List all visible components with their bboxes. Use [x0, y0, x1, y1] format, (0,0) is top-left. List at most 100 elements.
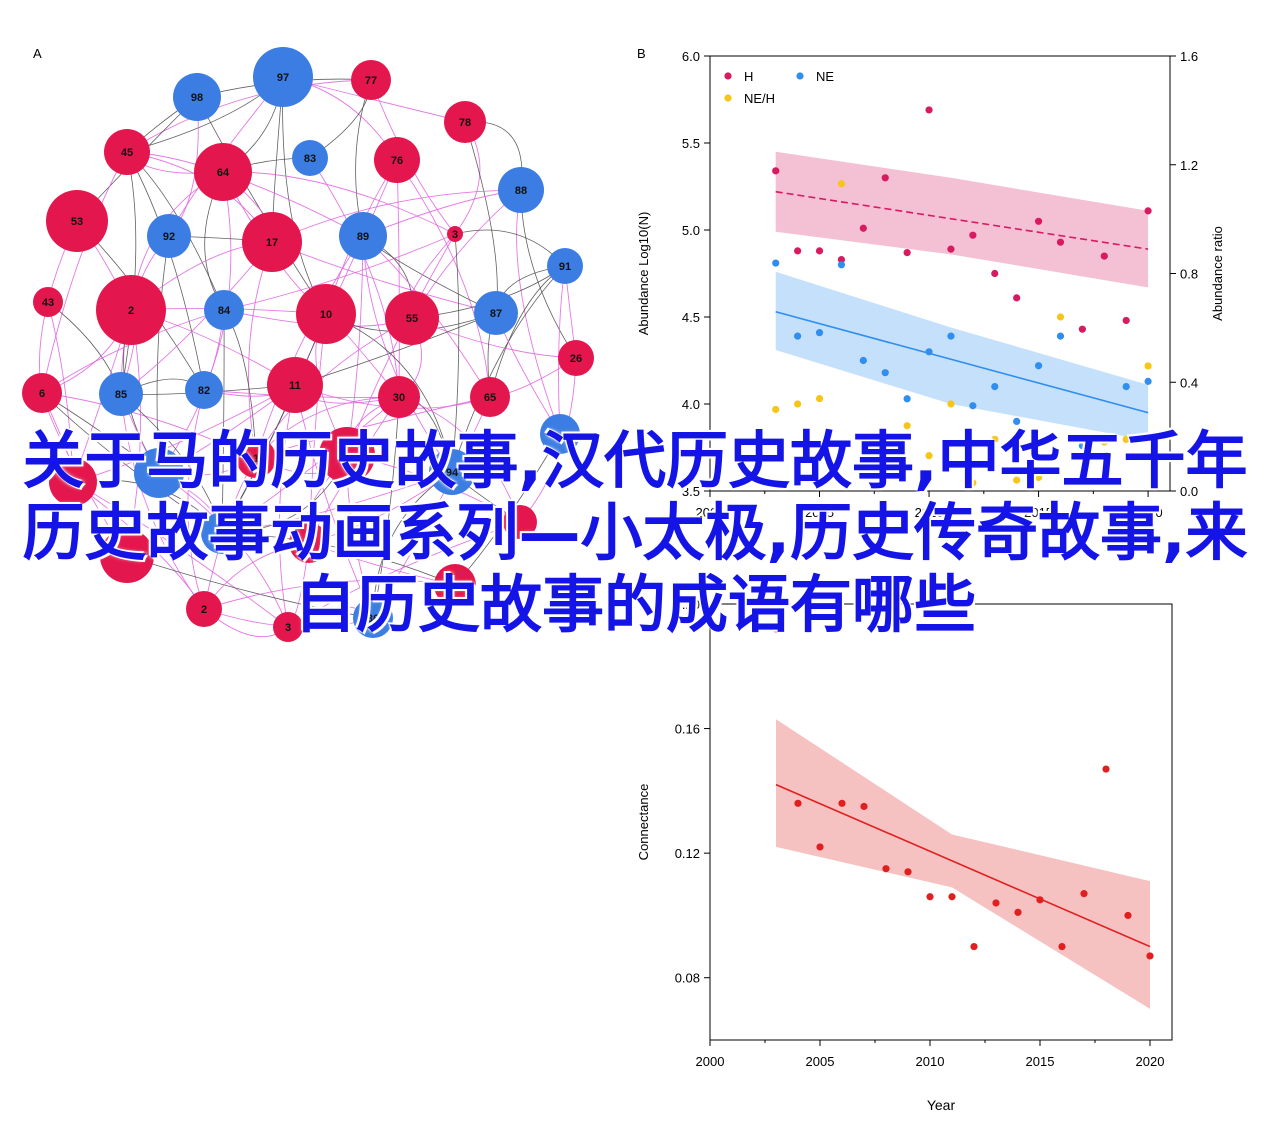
network-edge: [196, 96, 327, 315]
network-node-label: 6: [39, 388, 45, 400]
legend-label: H: [744, 69, 753, 84]
data-point: [1122, 316, 1130, 325]
data-point: [925, 106, 933, 114]
data-point: [1058, 942, 1066, 951]
chart-connectance: 2000 2005 2010 2015 2020 0.08 0.12 0.16 0.20 Year…: [636, 597, 1173, 1113]
network-node-label: 3: [285, 622, 291, 634]
data-point: [991, 383, 999, 391]
data-point: [816, 843, 824, 851]
network-node: [434, 564, 476, 606]
network-node: [185, 371, 223, 409]
y2-tick-label: 0.0: [1180, 484, 1198, 499]
x-tick-label: 2020: [1134, 505, 1163, 520]
y-tick-label: 0.08: [675, 971, 700, 986]
network-node: [429, 449, 475, 495]
network-node: [503, 505, 537, 539]
network-node-label: 51: [449, 580, 461, 592]
network-node-label: 85: [115, 389, 127, 401]
data-point: [772, 625, 780, 633]
data-point: [1146, 952, 1154, 960]
data-point: [1013, 417, 1021, 425]
data-point: [772, 259, 780, 267]
network-node: [49, 458, 97, 506]
data-point: [772, 405, 780, 414]
network-node-label: 1: [253, 453, 259, 465]
network-node-label: 76: [391, 155, 403, 167]
network-node: [319, 427, 375, 483]
confidence-band: [775, 271, 1149, 441]
network-edge: [221, 309, 225, 534]
y2-axis-label: Abundance ratio: [1210, 226, 1225, 321]
network-edge: [120, 151, 137, 395]
data-point: [970, 942, 978, 951]
network-edge: [221, 471, 453, 534]
data-point: [947, 332, 955, 340]
network-node-label: 10: [320, 309, 332, 321]
data-point: [860, 802, 868, 811]
network-edge: [282, 76, 327, 315]
data-point: [794, 799, 802, 807]
data-point: [815, 329, 824, 337]
data-point: [903, 422, 911, 430]
network-node-label: 3: [452, 229, 458, 241]
data-point: [1100, 252, 1108, 260]
network-node: [292, 140, 328, 176]
network-node: [253, 47, 313, 107]
network-node-label: 7: [70, 477, 76, 489]
y-tick-label: 5.0: [682, 223, 700, 238]
network-node-label: 88: [515, 185, 527, 197]
y-tick-label: 0.12: [675, 846, 700, 861]
y-tick-label: 0.16: [675, 722, 700, 737]
x-axis-label: Year: [927, 1097, 956, 1113]
data-point: [1056, 332, 1065, 340]
y2-tick-label: 0.8: [1180, 267, 1198, 282]
network-node-label: 78: [459, 117, 471, 129]
network-node: [104, 129, 150, 175]
network-edge: [203, 171, 232, 391]
network-node-label: 82: [198, 385, 210, 397]
data-point: [881, 174, 889, 182]
network-node-label: 83: [304, 153, 316, 165]
network-node-label: 11: [289, 380, 301, 392]
legend-marker: [724, 94, 732, 102]
data-point: [1144, 207, 1152, 215]
data-point: [881, 369, 889, 377]
data-point: [925, 348, 933, 356]
x-tick-label: 2020: [1136, 1054, 1165, 1069]
network-node: [378, 376, 420, 418]
data-point: [1056, 313, 1065, 321]
network-node-label: 23: [216, 528, 228, 540]
network-node: [474, 291, 518, 335]
network-node-label: 98: [191, 92, 203, 104]
data-point: [1080, 890, 1088, 898]
data-point: [1034, 362, 1043, 370]
data-point: [904, 868, 912, 876]
y-tick-label: 3.5: [682, 484, 700, 499]
network-node: [339, 212, 387, 260]
network-edge: [451, 233, 460, 473]
fit-line: [775, 783, 1151, 948]
legend-label: NE/H: [744, 91, 775, 106]
network-edge: [223, 233, 456, 311]
network-node: [201, 512, 243, 554]
network-node-label: 84: [218, 305, 231, 317]
fit-line: [775, 311, 1149, 414]
network-node-label: 64: [217, 167, 230, 179]
network-node-label: 26: [570, 353, 582, 365]
network-edge: [308, 313, 327, 544]
network-edge: [516, 189, 561, 435]
data-point: [991, 269, 999, 278]
plot-frame: [709, 603, 1173, 1041]
network-node: [296, 284, 356, 344]
legend-marker: [724, 72, 732, 80]
x-tick-label: 2015: [1024, 505, 1053, 520]
network-edge: [156, 235, 170, 474]
network-node-label: 97: [277, 72, 289, 84]
data-point: [1078, 433, 1086, 441]
network-node-label: 55: [406, 313, 418, 325]
y-tick-label: 4.5: [682, 310, 700, 325]
network-node-label: 36: [367, 613, 379, 625]
network-edge: [187, 389, 205, 610]
network-edge: [126, 555, 374, 619]
data-point: [991, 435, 999, 443]
